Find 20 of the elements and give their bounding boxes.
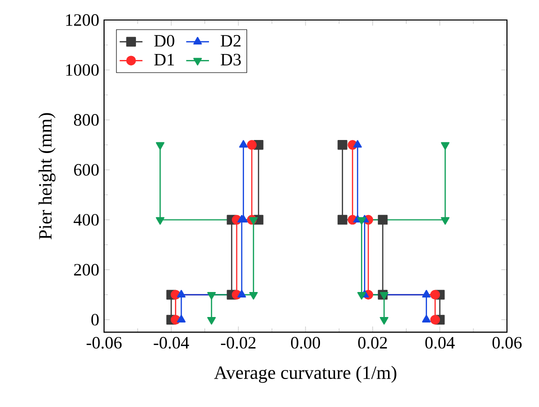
legend-label: D3 bbox=[220, 54, 241, 66]
legend-label: D2 bbox=[220, 35, 240, 47]
x-tick-label: -0.04 bbox=[154, 336, 190, 349]
x-tick-label: 0.04 bbox=[425, 336, 455, 349]
y-tick-label: 600 bbox=[74, 164, 99, 176]
x-tick-label: -0.06 bbox=[86, 336, 122, 349]
y-tick-label: 1200 bbox=[66, 14, 99, 26]
x-tick-label: 0.02 bbox=[358, 336, 387, 349]
x-axis-title: Average curvature (1/m) bbox=[214, 366, 396, 383]
x-tick-label: 0.06 bbox=[492, 336, 522, 349]
y-tick-label: 1000 bbox=[66, 64, 99, 76]
y-tick-label: 200 bbox=[74, 264, 99, 276]
y-tick-label: 400 bbox=[74, 214, 99, 226]
legend-label: D0 bbox=[154, 35, 174, 47]
y-tick-label: 800 bbox=[74, 114, 99, 126]
y-axis-title: Pier height (mm) bbox=[38, 113, 56, 240]
x-tick-label: 0.00 bbox=[291, 336, 320, 349]
y-tick-label: 0 bbox=[91, 314, 99, 326]
legend-label: D1 bbox=[154, 54, 174, 66]
x-tick-label: -0.02 bbox=[220, 336, 256, 349]
